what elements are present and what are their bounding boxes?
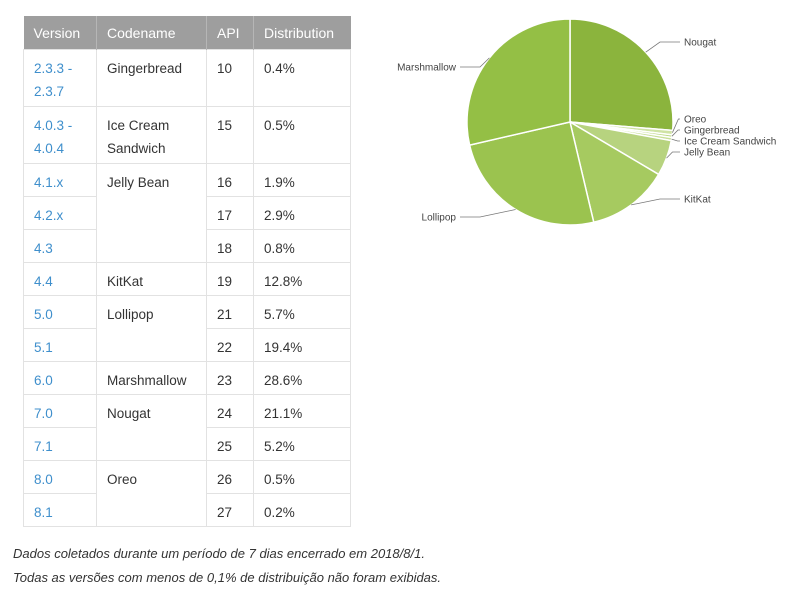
distribution-cell: 21.1%	[253, 394, 351, 428]
header-distribution: Distribution	[253, 16, 351, 50]
footnote-threshold: Todas as versões com menos de 0,1% de di…	[13, 570, 442, 585]
distribution-cell: 0.5%	[253, 460, 351, 494]
leader-line-gingerbread	[671, 129, 680, 137]
table-row: 7.0 Nougat 24 21.1%	[23, 394, 351, 461]
header-api: API	[206, 16, 254, 50]
distribution-cell: 2.9%	[253, 196, 351, 230]
version-cell[interactable]: 8.0	[23, 460, 97, 494]
api-cell: 23	[206, 361, 254, 395]
table-row: 8.0 Oreo 26 0.5%	[23, 460, 351, 527]
codename-cell: Nougat	[96, 394, 207, 461]
distribution-cell: 12.8%	[253, 262, 351, 296]
distribution-cell: 0.4%	[253, 49, 351, 107]
table-row: 2.3.3 - 2.3.7 Gingerbread 10 0.4%	[23, 49, 351, 107]
api-cell: 26	[206, 460, 254, 494]
version-cell[interactable]: 7.0	[23, 394, 97, 428]
api-cell: 24	[206, 394, 254, 428]
pie-label-marshmallow: Marshmallow	[397, 63, 457, 74]
distribution-cell: 5.7%	[253, 295, 351, 329]
header-codename: Codename	[96, 16, 207, 50]
distribution-cell: 0.5%	[253, 106, 351, 164]
version-cell[interactable]: 4.2.x	[23, 196, 97, 230]
leader-line-nougat	[645, 41, 680, 53]
codename-cell: Jelly Bean	[96, 163, 207, 263]
distribution-cell: 0.2%	[253, 493, 351, 527]
codename-cell: KitKat	[96, 262, 207, 296]
leader-line-oreo	[672, 118, 680, 133]
pie-label-nougat: Nougat	[684, 38, 716, 49]
pie-label-gingerbread: Gingerbread	[684, 126, 740, 137]
pie-label-lollipop: Lollipop	[422, 213, 457, 224]
version-cell[interactable]: 4.1.x	[23, 163, 97, 197]
version-cell[interactable]: 6.0	[23, 361, 97, 395]
api-cell: 21	[206, 295, 254, 329]
table-row: 4.1.x Jelly Bean 16 1.9%	[23, 163, 351, 263]
api-cell: 15	[206, 106, 254, 164]
distribution-cell: 28.6%	[253, 361, 351, 395]
version-cell[interactable]: 8.1	[23, 493, 97, 527]
table-row: 5.1 22 19.4%	[23, 328, 351, 362]
leader-line-marshmallow	[460, 57, 490, 68]
footnote-collection-period: Dados coletados durante um período de 7 …	[13, 546, 425, 561]
codename-cell: Ice Cream Sandwich	[96, 106, 207, 164]
pie-slice-lollipop	[468, 121, 595, 226]
codename-cell: Gingerbread	[96, 49, 207, 107]
version-cell[interactable]: 4.4	[23, 262, 97, 296]
header-version: Version	[23, 16, 97, 50]
api-cell: 17	[206, 196, 254, 230]
version-cell[interactable]: 5.1	[23, 328, 97, 362]
version-cell[interactable]: 7.1	[23, 427, 97, 461]
table-row: 6.0 Marshmallow 23 28.6%	[23, 361, 351, 395]
codename-cell: Marshmallow	[96, 361, 207, 395]
api-cell: 22	[206, 328, 254, 362]
leader-line-ice-cream-sandwich	[671, 138, 680, 142]
api-cell: 19	[206, 262, 254, 296]
pie-label-kitkat: KitKat	[684, 195, 711, 206]
version-cell[interactable]: 2.3.3 - 2.3.7	[23, 49, 97, 107]
distribution-cell: 1.9%	[253, 163, 351, 197]
pie-label-jelly-bean: Jelly Bean	[684, 148, 730, 159]
table-row: 7.1 25 5.2%	[23, 427, 351, 461]
pie-slice-kitkat	[568, 120, 660, 224]
api-cell: 18	[206, 229, 254, 263]
table-row: 4.3 18 0.8%	[23, 229, 351, 263]
pie-slice-nougat	[569, 18, 674, 132]
distribution-cell: 5.2%	[253, 427, 351, 461]
pie-slice-marshmallow	[466, 18, 571, 146]
codename-cell: Lollipop	[96, 295, 207, 362]
pie-label-ice-cream-sandwich: Ice Cream Sandwich	[684, 137, 776, 148]
distribution-cell: 0.8%	[253, 229, 351, 263]
leader-line-jelly-bean	[666, 151, 680, 159]
table-row: 4.2.x 17 2.9%	[23, 196, 351, 230]
api-cell: 16	[206, 163, 254, 197]
distribution-table: Version Codename API Distribution 2.3.3 …	[23, 16, 351, 527]
pie-label-oreo: Oreo	[684, 115, 707, 126]
version-cell[interactable]: 5.0	[23, 295, 97, 329]
table-row: 4.0.3 - 4.0.4 Ice Cream Sandwich 15 0.5%	[23, 106, 351, 164]
codename-cell: Oreo	[96, 460, 207, 527]
leader-line-lollipop	[460, 209, 516, 218]
footnotes: Dados coletados durante um período de 7 …	[13, 542, 441, 590]
table-header-row: Version Codename API Distribution	[23, 16, 351, 50]
leader-line-kitkat	[631, 198, 680, 206]
version-cell[interactable]: 4.3	[23, 229, 97, 263]
distribution-cell: 19.4%	[253, 328, 351, 362]
version-cell[interactable]: 4.0.3 - 4.0.4	[23, 106, 97, 164]
api-cell: 27	[206, 493, 254, 527]
api-cell: 25	[206, 427, 254, 461]
table-row: 5.0 Lollipop 21 5.7%	[23, 295, 351, 362]
api-cell: 10	[206, 49, 254, 107]
table-row: 4.4 KitKat 19 12.8%	[23, 262, 351, 296]
table-row: 8.1 27 0.2%	[23, 493, 351, 527]
